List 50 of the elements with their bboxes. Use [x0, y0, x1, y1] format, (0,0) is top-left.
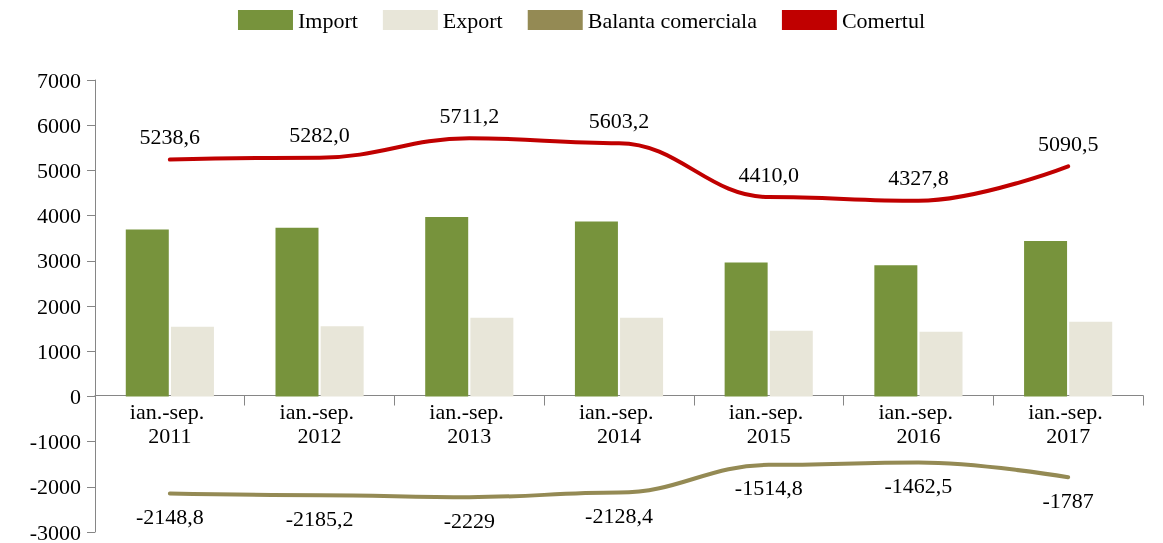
data-label: -2128,4	[585, 503, 653, 529]
bar	[275, 227, 319, 397]
x-tick-label: ian.-sep. 2017	[1028, 399, 1109, 448]
bar	[125, 229, 169, 397]
y-tick-label: 7000	[37, 67, 81, 93]
data-label: 4327,8	[888, 165, 949, 191]
data-label: 4410,0	[738, 161, 799, 187]
legend-label: Balanta comerciala	[587, 7, 758, 33]
data-label: -2185,2	[285, 505, 354, 531]
bar	[1069, 321, 1113, 397]
bar	[320, 326, 364, 397]
data-label: 5090,5	[1037, 130, 1099, 156]
y-tick-label: 3000	[37, 248, 81, 274]
bar	[1024, 240, 1068, 397]
data-label: 5711,2	[439, 102, 500, 128]
data-label: -2229	[443, 507, 495, 533]
bar	[724, 262, 768, 397]
y-tick-label: 1000	[37, 338, 81, 364]
legend-label: Comertul	[841, 7, 926, 33]
y-tick-label: 0	[70, 383, 81, 409]
y-tick-label: -3000	[29, 519, 81, 543]
data-label: -1514,8	[734, 475, 803, 501]
y-tick-label: 2000	[37, 293, 81, 319]
data-label: -1462,5	[884, 473, 953, 499]
legend-label: Import	[297, 7, 358, 33]
y-tick-label: 5000	[37, 157, 81, 183]
bar	[874, 265, 918, 397]
x-tick-label: ian.-sep. 2011	[129, 399, 210, 448]
data-label: 5282,0	[289, 122, 350, 148]
x-tick-label: ian.-sep. 2016	[878, 399, 959, 448]
data-label: -1787	[1042, 487, 1094, 513]
bar	[620, 317, 664, 397]
bar	[425, 216, 469, 397]
bar	[769, 330, 813, 397]
bar	[919, 331, 963, 397]
legend-label: Export	[442, 7, 503, 33]
y-tick-label: 6000	[37, 112, 81, 138]
x-tick-label: ian.-sep. 2015	[728, 399, 809, 448]
data-label: 5603,2	[588, 107, 650, 133]
x-tick-label: ian.-sep. 2013	[429, 399, 510, 448]
y-tick-label: -2000	[29, 474, 81, 500]
bar	[470, 317, 514, 397]
bar	[170, 326, 214, 397]
x-tick-label: ian.-sep. 2012	[279, 399, 360, 448]
data-label: 5238,6	[139, 124, 201, 150]
data-label: -2148,8	[135, 504, 204, 530]
y-tick-label: 4000	[37, 203, 81, 229]
bar	[574, 221, 618, 397]
x-tick-label: ian.-sep. 2014	[578, 399, 660, 448]
y-tick-label: -1000	[29, 429, 81, 455]
